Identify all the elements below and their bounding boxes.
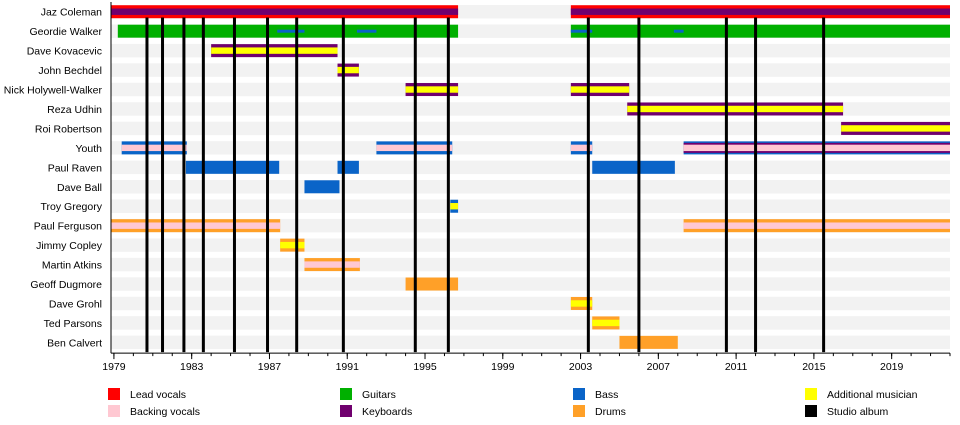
member-label: Martin Atkins [42, 260, 102, 272]
x-tick-label: 1979 [102, 361, 126, 373]
bar-inner-additional [280, 241, 305, 249]
member-label: Roi Robertson [35, 123, 102, 135]
member-label: Youth [76, 143, 103, 155]
member-label: Paul Ferguson [34, 221, 102, 233]
bar-drums [405, 277, 459, 291]
bar-inner-backing-vocals [683, 144, 950, 152]
row-stripe [111, 82, 950, 97]
bar-inner-backing-vocals [121, 144, 187, 152]
bar-inner-additional [627, 105, 844, 113]
member-label: Ted Parsons [44, 318, 102, 330]
row-stripe [111, 199, 950, 213]
legend-label: Bass [595, 389, 618, 401]
member-label: Geordie Walker [29, 26, 102, 38]
bar-inner-additional [592, 319, 620, 327]
member-label: Dave Grohl [49, 298, 102, 310]
bar-bass [337, 160, 359, 174]
legend-label: Guitars [362, 389, 396, 401]
bar-inner-additional [211, 47, 338, 54]
legend-label: Studio album [827, 406, 889, 418]
studio-album-lines [145, 17, 826, 353]
bar-inner-backing-vocals [304, 261, 360, 268]
bar-inner-additional [841, 125, 950, 132]
member-label: Jaz Coleman [41, 7, 102, 19]
member-label: Geoff Dugmore [30, 279, 102, 291]
x-tick-label: 2019 [880, 361, 904, 373]
bar-bass [185, 160, 280, 174]
member-labels: Jaz Coleman Geordie Walker Dave Kovacevic J… [4, 7, 103, 350]
row-stripe [111, 121, 950, 136]
member-label: Dave Kovacevic [27, 46, 102, 58]
legend-swatch-bass [573, 388, 585, 400]
member-label: Paul Raven [48, 162, 102, 174]
member-label: Ben Calvert [47, 337, 102, 349]
x-tick-label: 1991 [336, 361, 360, 373]
legend-swatch-guitars [340, 388, 352, 400]
row-stripe [111, 277, 950, 291]
x-tick-label: 2011 [725, 361, 748, 373]
member-label: Dave Ball [57, 182, 102, 194]
bar-drums [619, 335, 678, 349]
x-tick-label: 1995 [413, 361, 437, 373]
legend-swatch-backing-vocals [108, 405, 120, 417]
legend-swatch-keyboards [340, 405, 352, 417]
bar-bass-line [570, 29, 593, 33]
legend-label: Lead vocals [130, 389, 186, 401]
member-label: Troy Gregory [41, 201, 103, 213]
row-stripe [111, 63, 950, 77]
legend-swatch-studio-album [805, 405, 817, 417]
x-axis: 1979 1983 1987 1991 1995 1999 2003 2007 2011 2015… [102, 2, 951, 373]
bar-bass [304, 180, 340, 194]
legend-label: Drums [595, 406, 626, 418]
member-label: Reza Udhin [47, 104, 102, 116]
membership-bars [111, 5, 950, 349]
bar-inner-additional [570, 86, 630, 93]
bar-bass [592, 160, 675, 174]
legend-label: Keyboards [362, 406, 412, 418]
legend-swatch-additional [805, 388, 817, 400]
legend-swatch-drums [573, 405, 585, 417]
bar-bass-line [277, 29, 305, 33]
bar-inner-keyboards [570, 8, 950, 15]
row-stripe [111, 316, 950, 330]
member-label: Nick Holywell-Walker [4, 85, 103, 97]
legend: Lead vocals Backing vocals Guitars Keyboard… [108, 388, 918, 418]
bar-inner-additional [337, 66, 359, 74]
row-stripe [111, 335, 950, 350]
bar-bass-line [356, 29, 377, 33]
bar-guitars [570, 24, 950, 38]
bar-inner-backing-vocals [683, 222, 950, 229]
x-tick-label: 2015 [802, 361, 826, 373]
x-tick-label: 2007 [647, 361, 671, 373]
x-tick-label: 1987 [258, 361, 282, 373]
bar-inner-backing-vocals [111, 222, 281, 229]
member-label: John Bechdel [38, 65, 102, 77]
bar-bass-line [673, 29, 684, 33]
x-tick-label: 1983 [180, 361, 204, 373]
x-tick-label: 1999 [491, 361, 515, 373]
member-label: Jimmy Copley [36, 240, 103, 252]
bar-inner-backing-vocals [570, 144, 593, 152]
row-stripe [111, 238, 950, 252]
legend-label: Additional musician [827, 389, 918, 401]
x-tick-label: 2003 [569, 361, 593, 373]
bar-inner-additional [450, 203, 459, 210]
bar-inner-additional [570, 300, 593, 307]
row-stripe [111, 160, 950, 175]
legend-label: Backing vocals [130, 406, 200, 418]
bar-inner-additional [405, 86, 459, 93]
bar-inner-keyboards [111, 8, 459, 15]
row-stripe [111, 296, 950, 311]
legend-swatch-lead-vocals [108, 388, 120, 400]
